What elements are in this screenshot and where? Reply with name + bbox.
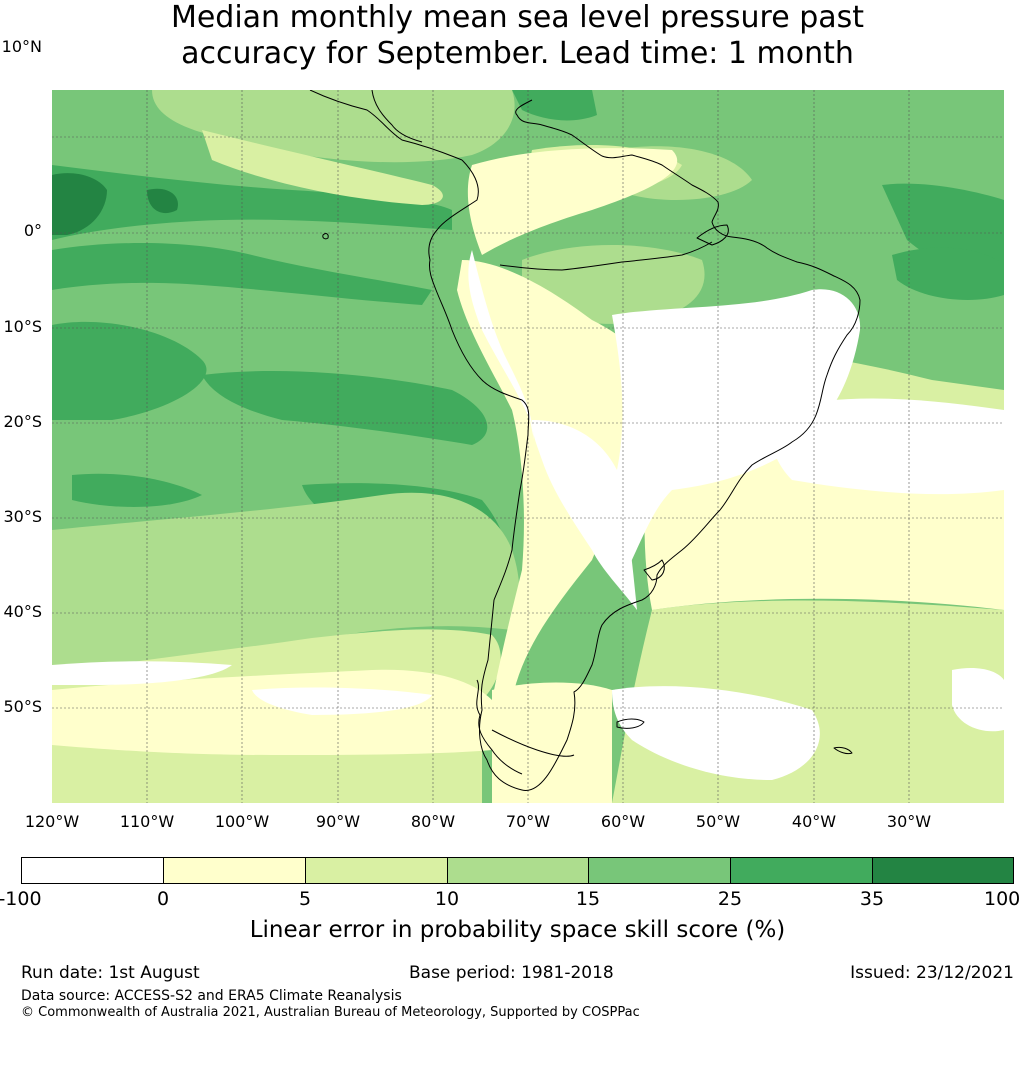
galapagos (322, 233, 329, 240)
colorbar-swatch-7 (872, 857, 1014, 884)
colorbar-tick-100: 100 (984, 888, 1021, 910)
skill-score-map (52, 90, 1004, 803)
colorbar-swatch-1 (21, 857, 163, 884)
colorbar-tick-15: 15 (575, 888, 601, 910)
caribbean-coast-central-america (371, 90, 423, 143)
central-america-coast (309, 90, 463, 161)
lon-label-40w: 40°W (791, 812, 837, 831)
lon-label-100w: 100°W (214, 812, 270, 831)
lat-label-50s: 50°S (3, 697, 42, 716)
colorbar-tick-35: 35 (859, 888, 885, 910)
amazon-river (499, 241, 713, 271)
lat-label-0: 0° (23, 221, 42, 240)
lat-label-20s: 20°S (3, 412, 42, 431)
run-date: Run date: 1st August (21, 963, 200, 983)
no-skill-zones (52, 250, 1004, 780)
lat-label-30s: 30°S (3, 507, 42, 526)
amazon-delta (696, 224, 729, 246)
title-line-2: accuracy for September. Lead time: 1 mon… (181, 36, 854, 71)
copyright: © Commonwealth of Australia 2021, Austra… (21, 1005, 640, 1020)
south-georgia (833, 746, 853, 755)
data-source: Data source: ACCESS-S2 and ERA5 Climate … (21, 988, 402, 1004)
lon-label-110w: 110°W (119, 812, 175, 831)
title-line-1: Median monthly mean sea level pressure p… (170, 0, 865, 35)
chiloe-fjords (476, 679, 523, 775)
issued-date: Issued: 23/12/2021 (850, 963, 1014, 983)
lat-label-10s: 10°S (3, 317, 42, 336)
colorbar-tick-10: 10 (434, 888, 460, 910)
lon-label-60w: 60°W (600, 812, 646, 831)
lon-label-120w: 120°W (24, 812, 80, 831)
colorbar-swatch-4 (447, 857, 588, 884)
colorbar-label: Linear error in probability space skill … (249, 917, 786, 943)
lat-label-10n: 10°N (1, 37, 42, 56)
map-title: Median monthly mean sea level pressure p… (0, 0, 1035, 72)
colorbar-swatch-5 (588, 857, 730, 884)
colorbar-tick-0: 0 (156, 888, 170, 910)
lon-label-90w: 90°W (315, 812, 361, 831)
lon-label-70w: 70°W (505, 812, 551, 831)
lat-label-40s: 40°S (3, 602, 42, 621)
coastlines (309, 90, 861, 791)
lon-label-50w: 50°W (695, 812, 741, 831)
colorbar-tick-25: 25 (717, 888, 743, 910)
falklands (616, 718, 645, 729)
colorbar-swatch-2 (163, 857, 305, 884)
rio-de-la-plata (643, 559, 665, 581)
colorbar-swatch-6 (730, 857, 872, 884)
tierra-del-fuego (491, 729, 575, 757)
base-period: Base period: 1981-2018 (409, 963, 614, 983)
colorbar-tick-minus100: -100 (0, 888, 42, 910)
highest-skill-zones (52, 173, 178, 235)
graticule (52, 90, 1004, 803)
colorbar-tick-5: 5 (298, 888, 312, 910)
lon-label-80w: 80°W (410, 812, 456, 831)
lon-label-30w: 30°W (886, 812, 932, 831)
colorbar-swatch-3 (305, 857, 447, 884)
